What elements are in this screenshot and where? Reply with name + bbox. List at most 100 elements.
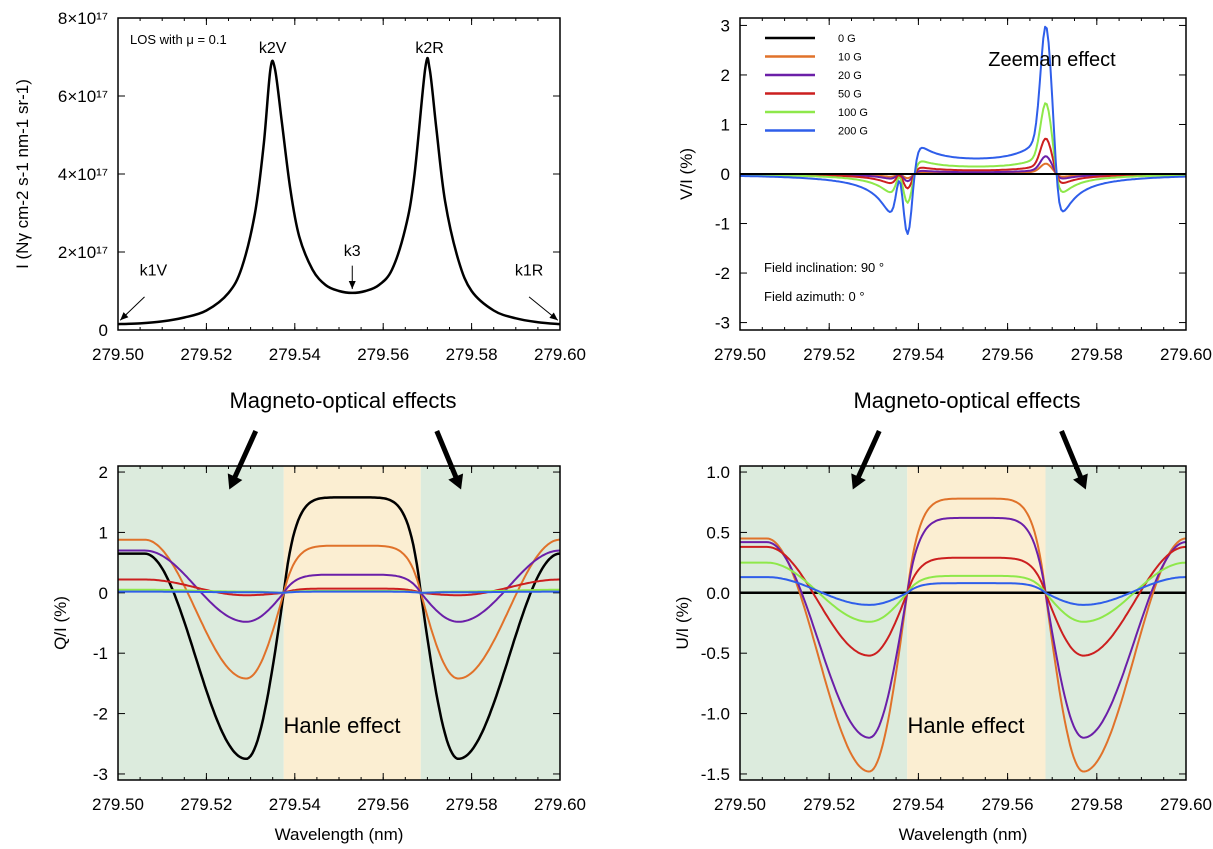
x-tick-label: 279.58: [1071, 345, 1123, 364]
y-tick-label: 4×10¹⁷: [58, 165, 108, 184]
x-tick-label: 279.52: [180, 345, 232, 364]
x-tick-label: 279.54: [269, 345, 321, 364]
moe-arrow-line: [1059, 430, 1086, 485]
x-tick-label: 279.56: [982, 795, 1034, 814]
x-tick-label: 279.54: [892, 795, 944, 814]
y-tick-label: 1.0: [706, 463, 730, 482]
legend-label: 100 G: [838, 107, 868, 119]
peak-label: k1V: [140, 262, 168, 279]
y-axis-label: Q/I (%): [51, 596, 70, 650]
legend-label: 50 G: [838, 89, 862, 101]
plot-frame: [117, 17, 561, 331]
moe-arrow-head: [448, 473, 464, 490]
series-line: [740, 545, 1186, 657]
y-tick-label: 2: [99, 463, 108, 482]
peak-label: k2R: [415, 40, 443, 57]
x-tick-label: 279.60: [1160, 795, 1212, 814]
peak-label: k1R: [515, 262, 543, 279]
note-azimuth: Field azimuth: 0 °: [764, 289, 865, 304]
moe-region: [740, 466, 908, 780]
legend-label: 10 G: [838, 52, 862, 64]
y-tick-label: -2: [93, 705, 108, 724]
panel-stokes_u: 279.50 279.52 279.54 279.56 279.58 279.60 -1.5…: [673, 388, 1212, 844]
x-tick-label: 279.50: [714, 795, 766, 814]
intensity-line: [117, 56, 561, 326]
hanle-annotation: Hanle effect: [907, 713, 1024, 738]
peak-label: k2V: [259, 40, 287, 57]
series-line: [740, 516, 1186, 739]
moe-arrow-head: [1073, 473, 1088, 490]
moe-arrow-head: [227, 473, 243, 490]
y-tick-label: 1: [721, 115, 730, 134]
y-tick-label: 3: [721, 16, 730, 35]
series-line: [740, 137, 1186, 190]
annotation-los: LOS with μ = 0.1: [130, 32, 227, 47]
legend-label: 200 G: [838, 126, 868, 138]
y-tick-label: 0: [99, 321, 108, 340]
x-tick-label: 279.60: [534, 345, 586, 364]
y-tick-label: 0: [99, 584, 108, 603]
plot-frame: [739, 17, 1187, 331]
series-line: [740, 25, 1186, 235]
moe-region: [420, 466, 560, 780]
y-axis-label: V/I (%): [677, 148, 696, 200]
y-tick-label: 0.0: [706, 584, 730, 603]
x-tick-label: 279.58: [1071, 795, 1123, 814]
y-tick-label: -3: [715, 314, 730, 333]
series-line: [118, 590, 560, 594]
series-line: [740, 102, 1186, 204]
x-tick-label: 279.50: [714, 345, 766, 364]
legend-label: 20 G: [838, 70, 862, 82]
y-axis-label: I (Nγ cm-2 s-1 nm-1 sr-1): [13, 79, 32, 269]
moe-arrow-head: [851, 473, 866, 490]
y-tick-label: 0.5: [706, 523, 730, 542]
chart-title: Zeeman effect: [988, 49, 1116, 71]
hanle-annotation: Hanle effect: [283, 713, 400, 738]
series-line: [118, 496, 560, 761]
series-line: [118, 538, 560, 680]
legend: 0 G 10 G 20 G 50 G 100 G 200 G: [765, 33, 868, 138]
x-axis-label: Wavelength (nm): [275, 825, 404, 844]
x-tick-label: 279.56: [982, 345, 1034, 364]
x-tick-label: 279.50: [92, 795, 144, 814]
x-tick-label: 279.56: [357, 795, 409, 814]
arrow-head: [120, 312, 129, 321]
y-tick-label: -3: [93, 765, 108, 784]
plot-frame: [739, 465, 1187, 781]
legend-label: 0 G: [838, 33, 856, 45]
series-line: [118, 549, 560, 623]
moe-region: [1045, 466, 1186, 780]
moe-arrow-line: [852, 429, 882, 486]
moe-arrow-line: [229, 429, 259, 486]
y-tick-label: -1.0: [701, 705, 730, 724]
hanle-region: [283, 466, 421, 780]
arrow-head: [549, 312, 558, 321]
y-tick-label: -1: [93, 644, 108, 663]
y-tick-label: 2×10¹⁷: [58, 243, 108, 262]
peak-label: k3: [344, 243, 361, 260]
x-tick-label: 279.60: [1160, 345, 1212, 364]
series-line: [740, 576, 1186, 606]
x-tick-label: 279.54: [892, 345, 944, 364]
x-tick-label: 279.52: [803, 795, 855, 814]
y-tick-label: 2: [721, 66, 730, 85]
y-tick-label: -1.5: [701, 765, 730, 784]
panel-intensity: 279.50 279.52 279.54 279.56 279.58 279.60 0 2×1…: [13, 9, 586, 364]
series-line: [740, 497, 1186, 773]
regions-stokes_u: [740, 466, 1186, 780]
y-tick-label: 6×10¹⁷: [58, 87, 108, 106]
panel-stokes_q: 279.50 279.52 279.54 279.56 279.58 279.60 -3 -2…: [51, 388, 586, 844]
x-tick-label: 279.50: [92, 345, 144, 364]
y-tick-label: 1: [99, 523, 108, 542]
y-tick-label: -1: [715, 215, 730, 234]
x-axis-label: Wavelength (nm): [899, 825, 1028, 844]
x-tick-label: 279.56: [357, 345, 409, 364]
y-axis-label: U/I (%): [673, 597, 692, 650]
x-tick-label: 279.52: [803, 345, 855, 364]
moe-annotation: Magneto-optical effects: [229, 388, 456, 413]
x-tick-label: 279.52: [180, 795, 232, 814]
panel-stokes_v: 279.50 279.52 279.54 279.56 279.58 279.60 -3 -2…: [677, 16, 1212, 364]
arrow-head: [348, 281, 356, 290]
y-tick-label: -0.5: [701, 644, 730, 663]
